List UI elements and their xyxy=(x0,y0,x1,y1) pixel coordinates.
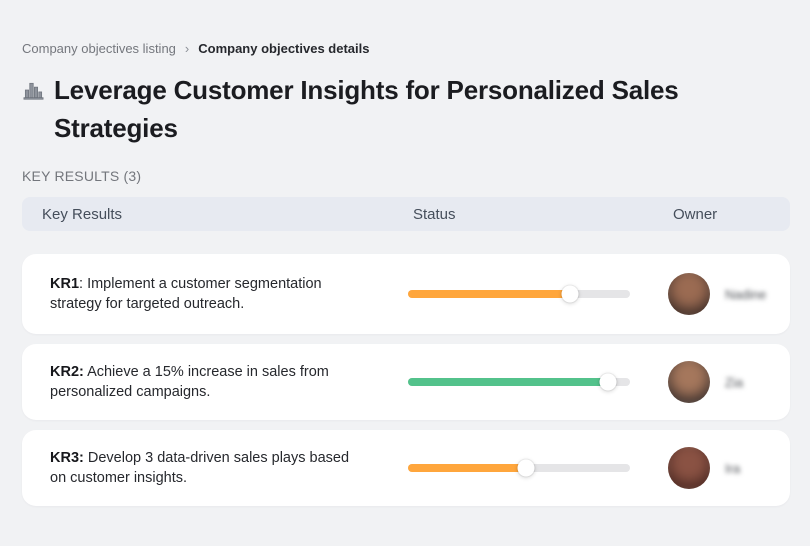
kr-description: : Implement a customer segmentation stra… xyxy=(50,276,322,312)
kr-description: Develop 3 data-driven sales plays based … xyxy=(50,450,350,486)
kr-label: KR2: xyxy=(50,364,84,380)
key-result-row-kr2[interactable]: KR2: Achieve a 15% increase in sales fro… xyxy=(22,344,790,420)
progress-fill xyxy=(408,464,526,472)
breadcrumb-item-details: Company objectives details xyxy=(198,41,370,56)
progress-fill xyxy=(408,378,608,386)
owner-cell: Zia xyxy=(652,361,790,403)
key-results-section-label: KEY RESULTS (3) xyxy=(22,168,142,184)
progress-slider[interactable] xyxy=(408,285,630,303)
status-cell xyxy=(408,459,652,477)
breadcrumb-item-listing[interactable]: Company objectives listing xyxy=(22,41,176,56)
status-cell xyxy=(408,373,652,391)
owner-name: Ira xyxy=(725,460,741,476)
objective-details-page: Company objectives listing › Company obj… xyxy=(22,0,790,506)
key-result-text: KR2: Achieve a 15% increase in sales fro… xyxy=(22,362,362,402)
column-header-key-results: Key Results xyxy=(42,205,123,223)
key-result-text: KR3: Develop 3 data-driven sales plays b… xyxy=(22,448,362,488)
owner-cell: Nadine xyxy=(652,273,790,315)
kr-description: Achieve a 15% increase in sales from per… xyxy=(50,364,329,400)
page-title: Leverage Customer Insights for Personali… xyxy=(54,75,679,143)
kr-label: KR1 xyxy=(50,276,80,292)
key-results-list: KR1: Implement a customer segmentation s… xyxy=(22,254,790,506)
table-header: Key Results Status Owner xyxy=(22,197,790,231)
avatar xyxy=(668,361,710,403)
progress-slider[interactable] xyxy=(408,373,630,391)
column-header-owner: Owner xyxy=(673,205,718,223)
owner-name: Zia xyxy=(725,374,744,390)
owner-name: Nadine xyxy=(725,286,767,302)
progress-thumb[interactable] xyxy=(599,373,617,391)
column-header-status: Status xyxy=(413,205,456,223)
status-cell xyxy=(408,285,652,303)
buildings-bar-chart-icon xyxy=(23,82,44,100)
key-result-text: KR1: Implement a customer segmentation s… xyxy=(22,274,362,314)
progress-fill xyxy=(408,290,571,298)
key-result-row-kr3[interactable]: KR3: Develop 3 data-driven sales plays b… xyxy=(22,430,790,506)
avatar xyxy=(668,273,710,315)
breadcrumb: Company objectives listing › Company obj… xyxy=(22,0,790,56)
key-result-row-kr1[interactable]: KR1: Implement a customer segmentation s… xyxy=(22,254,790,334)
progress-thumb[interactable] xyxy=(561,285,579,303)
owner-cell: Ira xyxy=(652,447,790,489)
progress-thumb[interactable] xyxy=(517,459,535,477)
kr-label: KR3: xyxy=(50,450,84,466)
title-row: Leverage Customer Insights for Personali… xyxy=(22,71,790,147)
chevron-right-icon: › xyxy=(184,41,190,56)
progress-slider[interactable] xyxy=(408,459,630,477)
avatar xyxy=(668,447,710,489)
